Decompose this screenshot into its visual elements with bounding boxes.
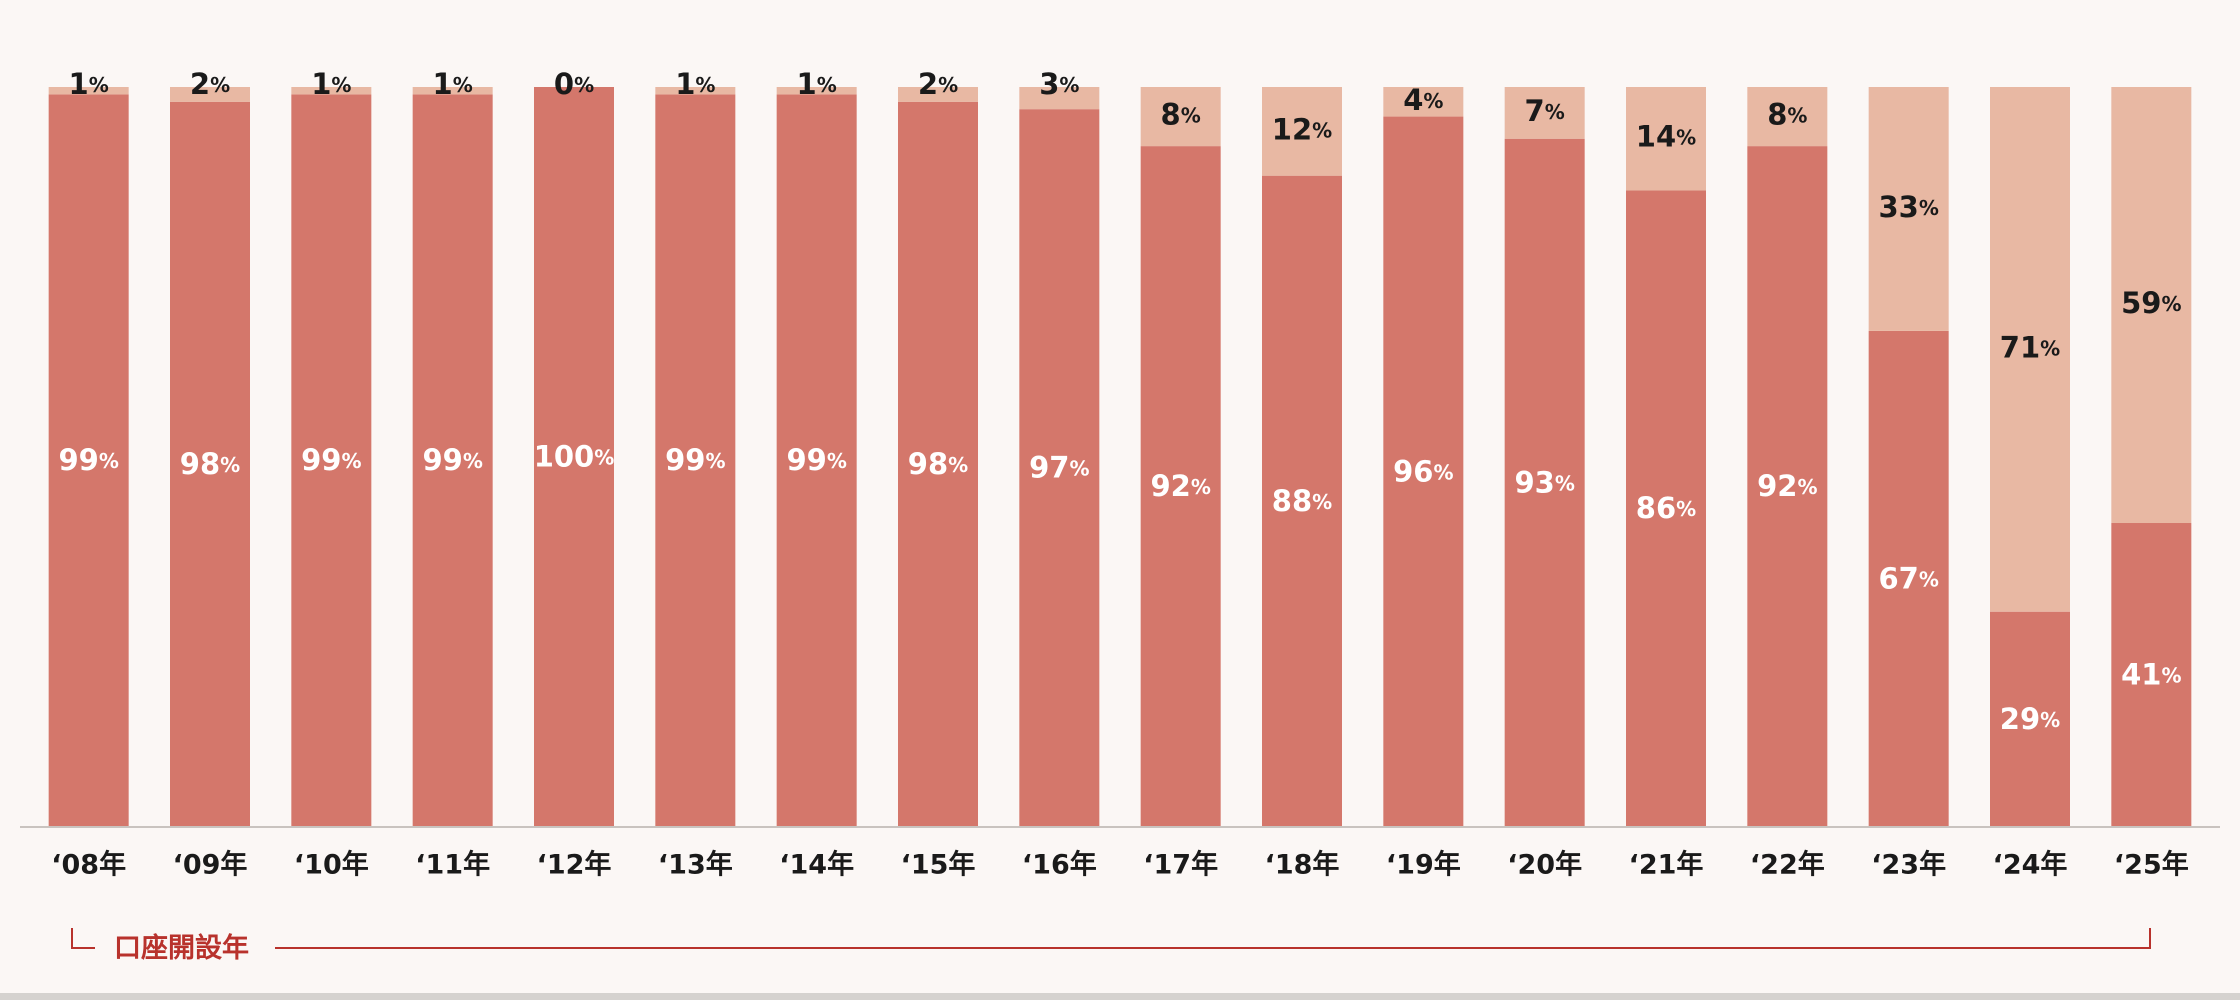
data-label-bottom: 99%	[422, 443, 482, 477]
data-label-top: 8%	[1161, 98, 1201, 132]
x-tick-label: ‘25年	[2114, 849, 2189, 881]
bar-segment-top	[1019, 87, 1100, 110]
data-label-bottom: 41%	[2121, 658, 2181, 692]
data-label-top: 71%	[2000, 330, 2060, 364]
x-tick-label: ‘16年	[1022, 849, 1097, 881]
bar-segment-top	[170, 87, 250, 102]
data-label-bottom: 99%	[58, 443, 118, 477]
bar-segment-bottom	[776, 94, 857, 826]
x-tick-label: ‘09年	[173, 849, 248, 881]
x-tick-label: ‘23年	[1871, 849, 1946, 881]
x-tick-label: ‘17年	[1143, 849, 1218, 881]
axis-title-bracket: 口座開設年	[71, 928, 2151, 964]
data-label-bottom: 99%	[786, 443, 846, 477]
bar-segment-bottom	[48, 94, 129, 826]
data-label-top: 1%	[433, 67, 473, 101]
bar-segment-bottom	[898, 101, 978, 826]
bar-segment-bottom	[291, 94, 372, 826]
x-tick-label: ‘11年	[415, 849, 490, 881]
data-label-bottom: 88%	[1272, 484, 1332, 518]
bar-segment-top	[655, 87, 736, 95]
bar-segment-top	[1504, 87, 1585, 139]
bar-segment-bottom	[534, 87, 614, 826]
data-label-bottom: 92%	[1757, 469, 1817, 503]
data-label-top: 1%	[311, 67, 351, 101]
data-label-bottom: 99%	[665, 443, 725, 477]
bar-segment-top	[1747, 87, 1828, 147]
bar-segment-bottom	[1504, 138, 1585, 827]
x-tick-label: ‘13年	[658, 849, 733, 881]
bar-segment-bottom	[1262, 175, 1342, 826]
bar-segment-bottom	[1747, 146, 1828, 826]
x-tick-label: ‘08年	[51, 849, 126, 881]
x-tick-label: ‘18年	[1265, 849, 1340, 881]
data-label-top: 8%	[1767, 98, 1807, 132]
bar-segment-bottom	[170, 101, 250, 826]
data-label-bottom: 29%	[2000, 702, 2060, 736]
data-label-top: 0%	[554, 67, 594, 101]
data-label-top: 3%	[1039, 67, 1079, 101]
bar-segment-bottom	[1383, 116, 1464, 826]
bar-segment-top	[898, 87, 978, 102]
x-tick-label: ‘12年	[537, 849, 612, 881]
bar-segment-bottom	[2111, 523, 2192, 826]
data-label-bottom: 99%	[301, 443, 361, 477]
bar-segment-top	[1262, 87, 1342, 176]
data-label-top: 33%	[1878, 190, 1938, 224]
x-tick-label: ‘24年	[1993, 849, 2068, 881]
bottom-strip	[0, 993, 2240, 1000]
bar-segment-bottom	[1626, 190, 1706, 826]
data-label-bottom: 67%	[1878, 561, 1938, 595]
x-tick-label: ‘14年	[779, 849, 854, 881]
x-tick-label: ‘15年	[901, 849, 976, 881]
data-label-top: 2%	[918, 67, 958, 101]
data-label-bottom: 98%	[180, 447, 240, 481]
bar-segment-top	[776, 87, 857, 95]
x-axis-title: 口座開設年	[114, 932, 249, 964]
x-tick-labels: ‘08年 ‘09年 ‘10年 ‘11年 ‘12年 ‘13年 ‘14年 ‘15年 ‘16年 ‘17年…	[51, 849, 2189, 881]
bar-segment-bottom	[1019, 109, 1100, 827]
x-tick-label: ‘20年	[1507, 849, 1582, 881]
bracket-right	[275, 928, 2151, 949]
data-label-bottom: 86%	[1636, 491, 1696, 525]
bar-segment-bottom	[1868, 330, 1949, 826]
data-label-bottom: 93%	[1514, 465, 1574, 499]
data-label-top: 1%	[797, 67, 837, 101]
x-tick-label: ‘22年	[1750, 849, 1825, 881]
bar-segment-top	[291, 87, 372, 95]
x-tick-label: ‘21年	[1629, 849, 1704, 881]
data-label-top: 1%	[675, 67, 715, 101]
data-label-bottom: 97%	[1029, 451, 1089, 485]
bars-group: 99% 1% 98% 2% 99% 1% 99% 1% 100% 0% 99% 1% 99% 1% 98% 2…	[48, 67, 2192, 827]
x-tick-label: ‘10年	[294, 849, 369, 881]
data-label-bottom: 98%	[908, 447, 968, 481]
bar-segment-bottom	[1990, 611, 2070, 826]
bar-segment-bottom	[412, 94, 493, 826]
bar-segment-bottom	[655, 94, 736, 826]
data-label-top: 12%	[1272, 112, 1332, 146]
data-label-top: 4%	[1403, 83, 1443, 117]
data-label-top: 14%	[1636, 120, 1696, 154]
data-label-top: 7%	[1525, 94, 1565, 128]
bracket-left	[71, 928, 95, 949]
bar-segment-top	[48, 87, 129, 95]
data-label-bottom: 92%	[1150, 469, 1210, 503]
data-label-top: 2%	[190, 67, 230, 101]
bar-segment-top	[1140, 87, 1221, 147]
bar-segment-top	[2111, 87, 2192, 524]
bar-segment-top	[1868, 87, 1949, 331]
bar-segment-top	[1383, 87, 1464, 117]
bar-segment-top	[412, 87, 493, 95]
data-label-bottom: 100%	[534, 440, 615, 474]
bar-segment-bottom	[1140, 146, 1221, 826]
bar-segment-top	[1626, 87, 1706, 191]
data-label-top: 1%	[69, 67, 109, 101]
data-label-top: 59%	[2121, 286, 2181, 320]
bar-segment-top	[1990, 87, 2070, 612]
data-label-bottom: 96%	[1393, 454, 1453, 488]
x-tick-label: ‘19年	[1386, 849, 1461, 881]
